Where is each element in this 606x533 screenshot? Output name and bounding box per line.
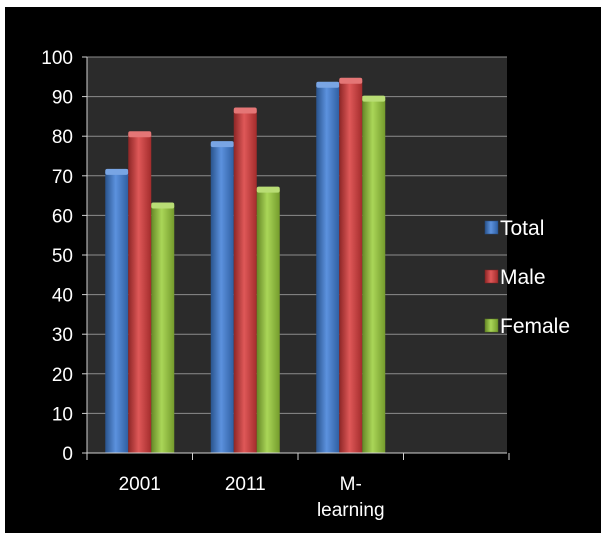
x-tick-labels: 2001 2011 M-learning	[119, 474, 385, 521]
bars	[105, 77, 386, 454]
y-tick-label: 0	[62, 444, 73, 465]
y-tick-label: 40	[52, 286, 73, 307]
legend-label-female: Female	[500, 315, 570, 338]
legend-swatch-total	[484, 220, 499, 235]
bar-cap	[339, 77, 363, 84]
y-tick-label: 10	[52, 404, 73, 425]
x-tick-label: 2011	[225, 474, 266, 495]
axes	[82, 56, 510, 460]
y-tick-label: 20	[52, 365, 73, 386]
bar-cap	[233, 107, 257, 114]
bar-chart: 0 10 20 30 40 50 60 70 80 90 100 2001 2011 M-learnin…	[41, 48, 570, 521]
bar-female-1	[256, 189, 280, 453]
x-tick-label: 2001	[119, 474, 161, 495]
y-tick-label: 70	[52, 167, 73, 188]
legend-swatch-male	[484, 269, 499, 284]
bar-male-2	[339, 80, 363, 453]
legend: Total Male Female	[484, 217, 570, 338]
y-tick-labels: 0 10 20 30 40 50 60 70 80 90 100	[41, 48, 73, 465]
legend-label-male: Male	[500, 266, 546, 289]
y-tick-label: 30	[52, 325, 73, 346]
bar-cap	[362, 95, 386, 102]
bar-female-2	[362, 98, 386, 453]
y-tick-label: 50	[52, 246, 73, 267]
bar-cap	[256, 186, 280, 193]
bar-cap	[151, 202, 175, 209]
legend-label-total: Total	[500, 217, 544, 240]
y-tick-label: 90	[52, 88, 73, 109]
bar-male-1	[233, 110, 257, 454]
bar-female-0	[151, 205, 175, 453]
y-tick-label: 80	[52, 127, 73, 148]
bar-cap	[316, 81, 340, 88]
legend-swatch-female	[484, 318, 499, 333]
bar-male-0	[128, 134, 152, 453]
y-tick-label: 100	[41, 48, 73, 69]
bar-cap	[105, 168, 129, 175]
chart-frame: 0 10 20 30 40 50 60 70 80 90 100 2001 2011 M-learnin…	[5, 7, 601, 533]
bar-total-0	[105, 171, 129, 453]
y-tick-label: 60	[52, 206, 73, 227]
bar-total-2	[316, 84, 340, 453]
x-tick-label: M-learning	[317, 474, 385, 521]
bar-total-1	[210, 144, 234, 453]
bar-cap	[128, 131, 152, 138]
bar-cap	[210, 141, 234, 148]
